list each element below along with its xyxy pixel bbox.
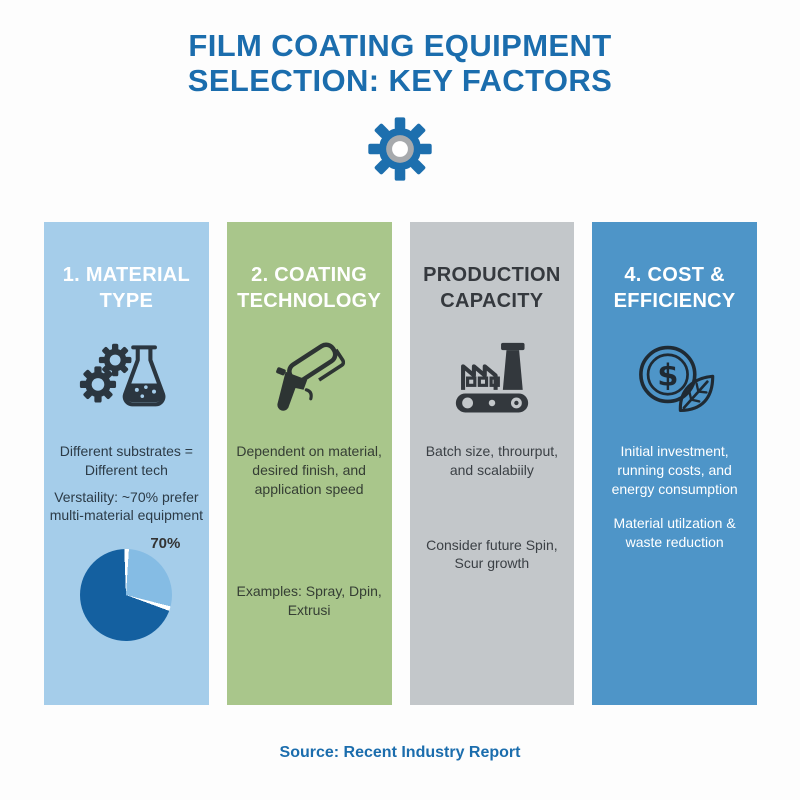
pie-chart-wrap: 70%: [80, 535, 180, 641]
pie-label: 70%: [150, 535, 181, 552]
column-body: Batch size, throurput, and scalabiily Co…: [415, 442, 570, 573]
factor-columns: 1. MATERIAL TYPE: [44, 222, 757, 705]
gears-flask-icon: [49, 330, 204, 428]
column-paragraph: Dependent on material, desired finish, a…: [236, 443, 382, 497]
title-gear-wrap: [0, 116, 800, 187]
page-title: FILM COATING EQUIPMENT SELECTION: KEY FA…: [187, 28, 613, 99]
title-wrap: FILM COATING EQUIPMENT SELECTION: KEY FA…: [0, 28, 800, 98]
column-paragraph: Initial investment, running costs, and e…: [611, 443, 738, 497]
column-header: 1. MATERIAL TYPE: [62, 264, 191, 312]
dollar-leaf-icon: $: [597, 330, 752, 428]
column-header: 4. COST & EFFICIENCY: [613, 264, 736, 312]
column-body: Different substrates = Different tech Ve…: [49, 442, 204, 641]
dollar-glyph: $: [657, 358, 678, 393]
factor-card-coating-technology: 2. COATING TECHNOLOGY Dependent on mater…: [226, 222, 392, 705]
source-text: Source: Recent Industry Report: [279, 744, 521, 761]
column-body: Initial investment, running costs, and e…: [597, 442, 752, 552]
column-header: PRODUCTION CAPACITY: [423, 264, 561, 312]
factor-card-cost-efficiency: 4. COST & EFFICIENCY $ Initial investmen…: [592, 222, 757, 705]
factor-card-material-type: 1. MATERIAL TYPE: [44, 222, 209, 705]
column-paragraph: Examples: Spray, Dpin, Extrusi: [236, 583, 382, 618]
column-body: Dependent on material, desired finish, a…: [232, 442, 387, 620]
pie-chart: [80, 549, 173, 641]
column-paragraph: Consider future Spin, Scur growth: [426, 536, 558, 572]
column-header: 2. COATING TECHNOLOGY: [237, 264, 382, 312]
paint-roller-icon: [232, 330, 387, 428]
factory-conveyor-icon: [415, 330, 570, 428]
column-paragraph: Material utilzation & waste reduction: [613, 515, 736, 550]
factor-card-production-capacity: PRODUCTION CAPACITY Batch size,: [409, 222, 575, 705]
column-paragraph: Verstaility: ~70% prefer multi-material …: [49, 488, 204, 524]
column-paragraph: Different substrates = Different tech: [59, 443, 193, 478]
gear-icon: [367, 116, 433, 187]
column-paragraph: Batch size, throurput, and scalabiily: [425, 443, 559, 478]
